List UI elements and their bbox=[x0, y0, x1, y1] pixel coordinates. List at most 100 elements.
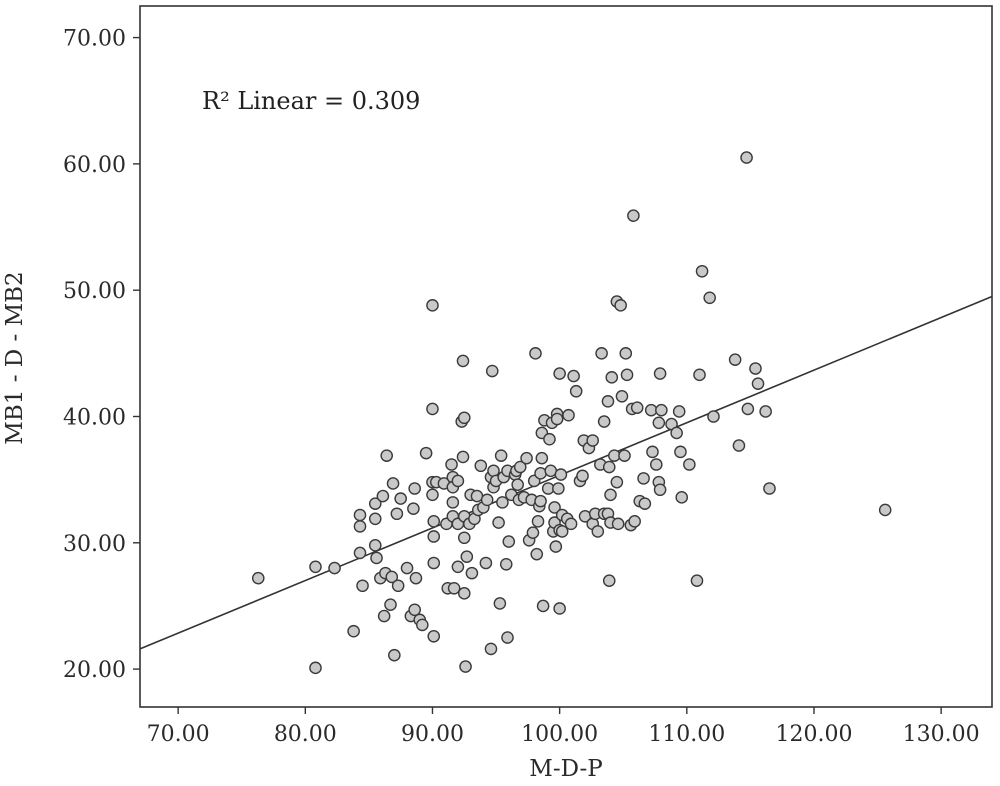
x-tick-label: 110.00 bbox=[648, 722, 725, 747]
data-point bbox=[543, 432, 556, 446]
data-point bbox=[501, 631, 514, 644]
data-point bbox=[347, 624, 360, 638]
data-point bbox=[605, 371, 619, 384]
data-point bbox=[672, 405, 686, 418]
data-point bbox=[707, 410, 720, 423]
data-point bbox=[446, 496, 460, 509]
data-point bbox=[562, 408, 575, 422]
data-point bbox=[499, 557, 513, 571]
data-point bbox=[484, 642, 498, 656]
data-point bbox=[653, 367, 667, 380]
data-point bbox=[380, 449, 393, 462]
data-point bbox=[427, 530, 441, 543]
data-point bbox=[368, 539, 382, 552]
data-point bbox=[628, 515, 641, 528]
data-point bbox=[627, 209, 640, 222]
data-point bbox=[728, 353, 742, 366]
y-tick-label: 20.00 bbox=[63, 658, 126, 683]
data-point bbox=[703, 291, 716, 305]
data-point bbox=[426, 402, 439, 416]
data-point bbox=[615, 389, 629, 403]
data-point bbox=[457, 531, 471, 545]
data-point bbox=[553, 367, 566, 380]
data-point bbox=[487, 464, 500, 478]
data-point bbox=[591, 525, 605, 538]
data-point bbox=[586, 434, 600, 447]
data-point bbox=[620, 368, 634, 382]
data-point bbox=[602, 574, 616, 587]
x-tick-label: 100.00 bbox=[521, 722, 598, 747]
axis-tick-labels: 70.00 80.00 90.00 100.00 110.00 120.00 130.00 2… bbox=[63, 27, 980, 747]
data-point bbox=[530, 547, 544, 561]
x-tick-label: 80.00 bbox=[274, 722, 337, 747]
data-point bbox=[732, 439, 746, 452]
data-point bbox=[427, 556, 441, 570]
data-point bbox=[619, 347, 633, 360]
y-tick-label: 60.00 bbox=[63, 153, 126, 178]
data-point bbox=[554, 468, 568, 481]
data-point bbox=[749, 362, 762, 375]
y-tick-label: 30.00 bbox=[63, 532, 126, 557]
data-point bbox=[595, 347, 608, 360]
x-tick-label: 120.00 bbox=[775, 722, 852, 747]
data-point bbox=[409, 571, 423, 585]
data-point bbox=[465, 566, 479, 580]
data-point bbox=[391, 579, 405, 593]
data-point bbox=[618, 449, 631, 462]
data-point bbox=[675, 491, 689, 504]
data-point bbox=[328, 561, 341, 575]
data-point bbox=[695, 264, 709, 278]
data-point bbox=[552, 482, 565, 495]
data-point bbox=[408, 482, 421, 495]
y-tick-label: 40.00 bbox=[63, 405, 126, 430]
data-point bbox=[576, 469, 589, 483]
data-point bbox=[408, 603, 421, 617]
data-point bbox=[353, 520, 367, 533]
data-point bbox=[548, 501, 561, 514]
data-point bbox=[555, 525, 569, 538]
data-point bbox=[601, 395, 615, 408]
data-point bbox=[520, 451, 533, 465]
data-point bbox=[553, 602, 566, 615]
data-point bbox=[759, 405, 772, 418]
data-point bbox=[456, 354, 470, 368]
data-point bbox=[427, 629, 441, 643]
data-point bbox=[655, 403, 668, 417]
data-point bbox=[529, 347, 542, 360]
data-point bbox=[513, 460, 527, 474]
data-point bbox=[447, 581, 461, 595]
r-squared-annotation: R² Linear = 0.309 bbox=[202, 87, 420, 115]
data-point bbox=[376, 489, 390, 503]
data-point bbox=[353, 508, 367, 522]
data-point bbox=[653, 483, 667, 497]
data-point bbox=[638, 497, 652, 510]
data-point bbox=[549, 540, 563, 553]
data-point bbox=[353, 546, 367, 560]
data-point bbox=[534, 467, 547, 480]
data-point bbox=[474, 459, 488, 473]
data-point bbox=[531, 515, 545, 528]
data-point bbox=[426, 488, 439, 502]
data-point bbox=[602, 460, 616, 474]
data-point bbox=[597, 415, 611, 428]
data-point bbox=[456, 450, 470, 464]
data-point bbox=[604, 488, 617, 502]
data-point bbox=[526, 526, 540, 539]
data-point bbox=[426, 299, 439, 312]
data-point bbox=[569, 384, 583, 398]
data-point bbox=[309, 560, 322, 574]
data-point bbox=[485, 364, 499, 378]
data-point bbox=[368, 497, 382, 510]
data-point bbox=[630, 401, 644, 414]
data-point bbox=[670, 426, 683, 440]
data-point bbox=[368, 512, 382, 526]
x-axis-title: M-D-P bbox=[529, 756, 602, 782]
data-point bbox=[511, 478, 524, 492]
data-point bbox=[445, 458, 458, 471]
data-point bbox=[683, 458, 696, 471]
data-point bbox=[492, 516, 505, 529]
data-point bbox=[741, 402, 755, 416]
data-point bbox=[564, 517, 578, 531]
data-point bbox=[385, 570, 399, 584]
